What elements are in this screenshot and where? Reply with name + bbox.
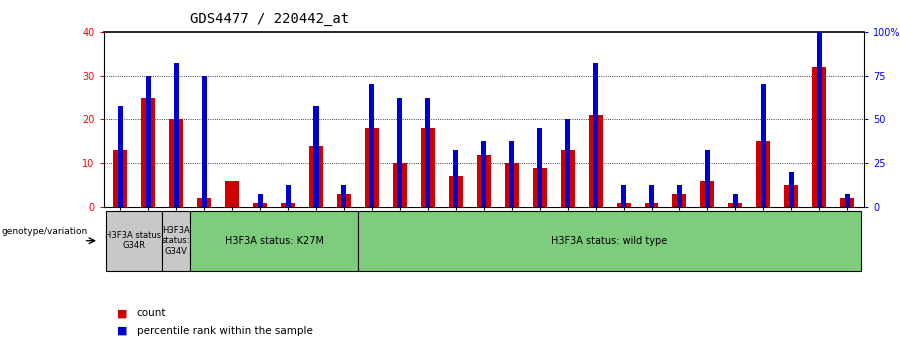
Bar: [672, 194, 687, 207]
Bar: [174, 63, 179, 207]
Bar: [225, 181, 239, 207]
Bar: [253, 203, 267, 207]
Bar: [281, 203, 295, 207]
Bar: [537, 128, 542, 207]
Text: H3F3A status:
G34R: H3F3A status: G34R: [104, 231, 164, 250]
Text: H3F3A status: K27M: H3F3A status: K27M: [225, 236, 324, 246]
Bar: [561, 150, 574, 207]
Bar: [421, 128, 435, 207]
Text: ■: ■: [117, 308, 128, 318]
Bar: [505, 163, 518, 207]
Bar: [141, 98, 155, 207]
Bar: [146, 76, 151, 207]
Bar: [449, 176, 463, 207]
Bar: [565, 120, 570, 207]
Bar: [728, 203, 742, 207]
Text: ■: ■: [117, 326, 128, 336]
Bar: [509, 141, 514, 207]
Bar: [202, 76, 207, 207]
Bar: [337, 194, 351, 207]
Text: count: count: [137, 308, 166, 318]
Text: GDS4477 / 220442_at: GDS4477 / 220442_at: [191, 12, 349, 27]
Bar: [197, 198, 211, 207]
Bar: [169, 120, 184, 207]
Bar: [477, 154, 490, 207]
Bar: [813, 67, 826, 207]
Bar: [313, 106, 319, 207]
Bar: [285, 185, 291, 207]
Text: genotype/variation: genotype/variation: [2, 227, 88, 236]
Bar: [841, 198, 854, 207]
Bar: [118, 106, 122, 207]
Bar: [616, 203, 631, 207]
Bar: [644, 203, 659, 207]
Bar: [756, 141, 770, 207]
Bar: [398, 98, 402, 207]
Text: H3F3A status: wild type: H3F3A status: wild type: [552, 236, 668, 246]
Bar: [733, 194, 738, 207]
Bar: [677, 185, 682, 207]
Bar: [760, 84, 766, 207]
Bar: [309, 146, 323, 207]
Bar: [700, 181, 715, 207]
Bar: [589, 115, 603, 207]
Bar: [533, 168, 546, 207]
Bar: [454, 150, 458, 207]
Bar: [364, 128, 379, 207]
Bar: [816, 10, 822, 207]
Bar: [593, 63, 598, 207]
Bar: [341, 185, 346, 207]
Bar: [482, 141, 486, 207]
Bar: [705, 150, 710, 207]
Bar: [257, 194, 263, 207]
Bar: [649, 185, 654, 207]
Text: percentile rank within the sample: percentile rank within the sample: [137, 326, 312, 336]
Text: H3F3A
status:
G34V: H3F3A status: G34V: [162, 226, 191, 256]
Bar: [393, 163, 407, 207]
Bar: [113, 150, 127, 207]
Bar: [845, 194, 850, 207]
Bar: [369, 84, 374, 207]
Bar: [426, 98, 430, 207]
Bar: [621, 185, 626, 207]
Bar: [784, 185, 798, 207]
Bar: [788, 172, 794, 207]
